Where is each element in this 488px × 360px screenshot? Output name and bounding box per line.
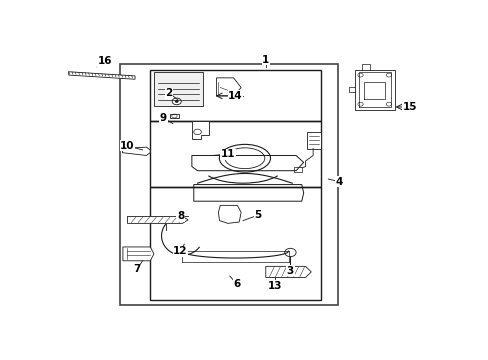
Text: 13: 13 <box>267 281 282 291</box>
Polygon shape <box>170 114 178 118</box>
Text: 5: 5 <box>254 210 261 220</box>
Text: 2: 2 <box>165 88 172 98</box>
Polygon shape <box>265 266 311 278</box>
Bar <box>354 69 394 110</box>
Polygon shape <box>122 247 154 261</box>
Text: 10: 10 <box>120 141 134 151</box>
Text: 7: 7 <box>133 264 141 274</box>
Circle shape <box>284 248 295 257</box>
Polygon shape <box>122 147 150 156</box>
Text: 11: 11 <box>220 149 235 159</box>
Text: 16: 16 <box>97 56 112 66</box>
Polygon shape <box>68 72 135 79</box>
Text: 1: 1 <box>262 55 269 65</box>
Text: 8: 8 <box>177 211 184 221</box>
Bar <box>120 64 337 305</box>
Text: 14: 14 <box>228 91 242 101</box>
Polygon shape <box>307 132 320 149</box>
Polygon shape <box>294 167 301 172</box>
Text: 6: 6 <box>233 279 241 289</box>
Text: 9: 9 <box>160 113 167 123</box>
Polygon shape <box>127 216 188 223</box>
Text: 3: 3 <box>286 266 293 275</box>
Polygon shape <box>218 205 241 223</box>
Polygon shape <box>216 78 241 96</box>
Text: 12: 12 <box>173 246 187 256</box>
Text: 15: 15 <box>402 102 416 112</box>
Circle shape <box>175 100 178 103</box>
Polygon shape <box>154 72 203 105</box>
Text: 4: 4 <box>335 177 343 187</box>
Polygon shape <box>191 121 208 139</box>
Circle shape <box>172 98 181 105</box>
